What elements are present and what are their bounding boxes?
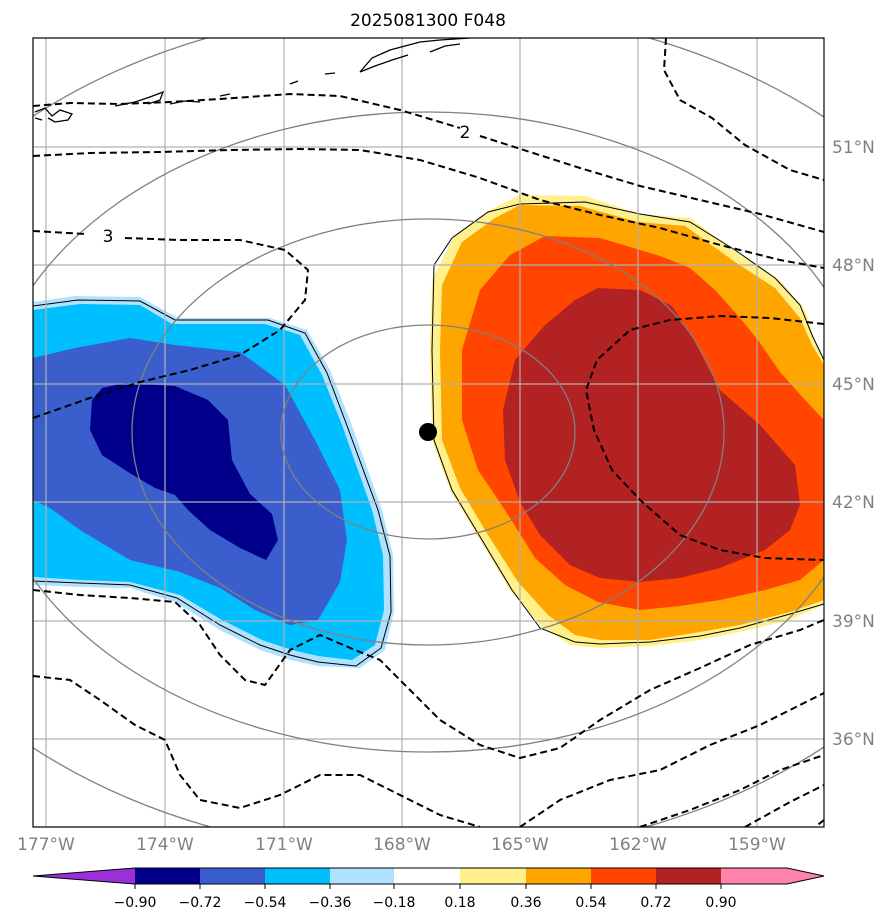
contour-line-6 [33,589,824,760]
contour-line-2 [33,147,824,269]
longitude-labels: 177°W 174°W 171°W 168°W 165°W 162°W 159°… [17,835,786,855]
contour-line-7 [33,675,481,827]
contour-line-5 [584,314,824,561]
lon-label-174w: 174°W [136,835,194,855]
colorbar-bin-1 [135,868,200,884]
coastline-segment [359,38,471,73]
colorbar-bin-6 [460,868,526,884]
negative-anomaly-navy [90,383,278,560]
coastline-segment [114,90,165,107]
range-ring-2 [131,218,725,646]
colorbar-label: 0.90 [705,895,736,911]
colorbar-label: −0.18 [373,895,416,911]
lat-label-51n: 51°N [832,138,875,158]
negative-anomaly-field [33,296,394,668]
colorbar-label: −0.90 [114,895,157,911]
contour-line-9 [639,754,824,827]
coastline-segment [289,80,299,85]
coastline-segment [34,117,43,121]
coastline-segment [169,100,201,105]
lat-label-48n: 48°N [832,256,875,276]
colorbar-bin-3 [265,868,330,884]
lat-label-36n: 36°N [832,730,875,750]
map-frame [32,37,825,828]
lon-label-171w: 171°W [255,835,313,855]
map-title: 2025081300 F048 [350,11,506,31]
latitude-labels: 51°N 48°N 45°N 42°N 39°N 36°N [832,138,875,750]
map-area: 2 3 [33,38,824,827]
lat-label-45n: 45°N [832,375,875,395]
contour-line-3b [33,237,310,419]
colorbar-tick-labels: −0.90 −0.72 −0.54 −0.36 −0.18 0.18 0.36 … [114,895,737,911]
colorbar-label: 0.54 [575,895,606,911]
lat-label-42n: 42°N [832,493,875,513]
lon-label-168w: 168°W [373,835,431,855]
range-ring-3 [33,111,824,753]
lon-label-165w: 165°W [491,835,549,855]
contour-line-1 [33,92,461,129]
lon-label-159w: 159°W [728,835,786,855]
range-ring-1 [280,324,576,540]
graticule [33,38,824,827]
contour-line-10 [744,784,824,827]
lat-label-39n: 39°N [832,612,875,632]
contour-line-4 [662,38,824,181]
coastline-segment [219,93,231,97]
positive-anomaly-dark-red [503,288,800,582]
colorbar-bin-2 [200,868,265,884]
colorbar-label: 0.36 [510,895,541,911]
colorbar-bin-5 [394,868,460,884]
positive-anomaly-field [430,195,824,648]
coastlines [34,38,471,123]
colorbar-bin-4 [330,868,394,884]
colorbar-extend-low [33,868,135,884]
dashed-contours [33,38,824,827]
negative-anomaly-outline [33,299,392,667]
colorbar-label: −0.54 [244,895,287,911]
contour-line-1b [479,135,824,233]
contour-line-3 [33,230,86,235]
coastline-segment [324,72,336,75]
colorbar-label: 0.18 [444,895,475,911]
colorbar: −0.90 −0.72 −0.54 −0.36 −0.18 0.18 0.36 … [32,867,825,911]
colorbar-bin-7 [526,868,591,884]
positive-anomaly-outline [431,201,824,645]
colorbar-label: 0.72 [640,895,671,911]
colorbar-label: −0.36 [309,895,352,911]
lon-label-177w: 177°W [17,835,75,855]
lon-label-162w: 162°W [609,835,667,855]
contour-label-2: 2 [460,123,471,143]
contour-line-8 [519,692,824,827]
colorbar-bin-9 [656,868,721,884]
contour-label-3: 3 [103,227,114,247]
cyclone-center-marker [419,423,437,441]
colorbar-bin-8 [591,868,656,884]
colorbar-extend-high [721,868,824,884]
range-rings [33,38,824,827]
contour-line-11 [814,819,824,827]
colorbar-label: −0.72 [179,895,222,911]
colorbar-tick-marks [134,884,722,889]
coastline-segment [34,107,74,123]
